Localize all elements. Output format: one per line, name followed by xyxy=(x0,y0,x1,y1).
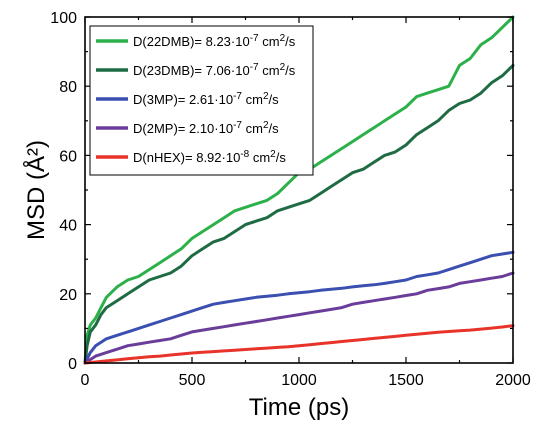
y-tick-label: 40 xyxy=(59,218,77,235)
x-tick-label: 0 xyxy=(81,372,90,389)
y-tick-label: 80 xyxy=(59,79,77,96)
y-tick-label: 60 xyxy=(59,148,77,165)
legend-label: D(3MP)= 2.61·10-7 cm2/s xyxy=(133,91,279,107)
x-tick-label: 1500 xyxy=(388,372,424,389)
x-tick-label: 2000 xyxy=(495,372,531,389)
x-axis-title: Time (ps) xyxy=(249,394,349,421)
y-tick-label: 100 xyxy=(50,10,77,27)
y-axis-title: MSD (Å²) xyxy=(22,140,50,240)
series-line-3 xyxy=(85,273,513,363)
legend-label: D(nHEX)= 8.92·10-8 cm2/s xyxy=(133,149,286,165)
y-tick-label: 20 xyxy=(59,287,77,304)
legend-label: D(2MP)= 2.10·10-7 cm2/s xyxy=(133,120,279,136)
y-tick-label: 0 xyxy=(68,356,77,373)
legend-label: D(22DMB)= 8.23·10-7 cm2/s xyxy=(133,33,296,49)
x-tick-label: 500 xyxy=(179,372,206,389)
legend: D(22DMB)= 8.23·10-7 cm2/s D(23DMB)= 7.06·… xyxy=(90,26,313,175)
x-tick-label: 1000 xyxy=(281,372,317,389)
legend-label: D(23DMB)= 7.06·10-7 cm2/s xyxy=(133,62,296,78)
